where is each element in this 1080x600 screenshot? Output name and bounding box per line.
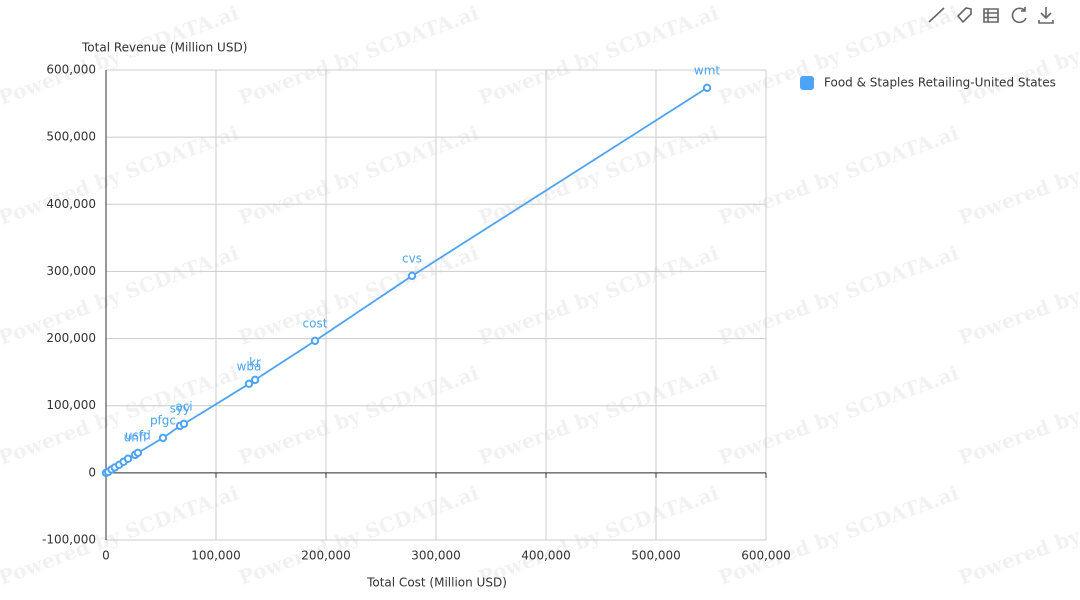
point-label: wmt: [694, 63, 721, 77]
watermark: Powered by SCDATA.ai: [475, 240, 722, 349]
point-label: pfgc: [150, 413, 176, 427]
y-tick-label: 600,000: [46, 63, 96, 77]
x-tick-label: 200,000: [301, 549, 351, 563]
watermark: Powered by SCDATA.ai: [0, 240, 242, 349]
watermark: Powered by SCDATA.ai: [715, 240, 962, 349]
legend-label: Food & Staples Retailing-United States: [824, 76, 1056, 90]
y-tick-label: 200,000: [46, 331, 96, 345]
watermark: Powered by SCDATA.ai: [235, 0, 482, 109]
watermark: Powered by SCDATA.ai: [955, 120, 1080, 229]
watermark: Powered by SCDATA.ai: [955, 240, 1080, 349]
point: [123, 454, 133, 463]
watermark: Powered by SCDATA.ai: [475, 480, 722, 589]
y-tick-label: 0: [88, 465, 96, 479]
tool-line[interactable]: [928, 7, 945, 23]
watermark: Powered by SCDATA.ai: [955, 0, 1080, 109]
legend-swatch: [800, 76, 814, 90]
point: [133, 448, 143, 458]
point-label: kr: [249, 355, 261, 369]
tool-refresh[interactable]: [1011, 7, 1027, 24]
y-tick-label: 400,000: [46, 197, 96, 211]
point-label: cost: [303, 316, 328, 330]
y-tick-label: 500,000: [46, 130, 96, 144]
x-axis-title: Total Cost (Million USD): [366, 576, 507, 590]
watermark: Powered by SCDATA.ai: [235, 480, 482, 589]
x-tick-label: 0: [102, 549, 110, 563]
tool-table[interactable]: [983, 8, 999, 23]
watermark: Powered by SCDATA.ai: [475, 360, 722, 469]
watermark: Powered by SCDATA.ai: [475, 0, 722, 109]
x-tick-label: 600,000: [741, 549, 791, 563]
x-tick-label: 500,000: [631, 549, 681, 563]
watermark: Powered by SCDATA.ai: [715, 360, 962, 469]
toolbar: [928, 7, 1054, 24]
y-tick-label: 300,000: [46, 264, 96, 278]
watermark: Powered by SCDATA.ai: [0, 480, 242, 589]
watermark: Powered by SCDATA.ai: [0, 0, 242, 109]
watermark: Powered by SCDATA.ai: [955, 360, 1080, 469]
y-axis-title: Total Revenue (Million USD): [81, 41, 247, 55]
y-tick-label: -100,000: [42, 533, 96, 547]
point-label: aci: [175, 399, 192, 413]
point: [179, 419, 189, 429]
point-label: cvs: [402, 251, 422, 265]
point: [702, 83, 712, 93]
tool-tag[interactable]: [956, 7, 972, 24]
y-tick-label: 100,000: [46, 398, 96, 412]
point-label: unfi: [124, 430, 147, 444]
watermark: Powered by SCDATA.ai: [955, 480, 1080, 589]
watermark: Powered by SCDATA.ai: [235, 360, 482, 469]
point: [250, 375, 260, 385]
point: [158, 433, 168, 443]
watermark: Powered by SCDATA.ai: [235, 240, 482, 349]
x-tick-label: 400,000: [521, 549, 571, 563]
watermark: Powered by SCDATA.ai: [715, 0, 962, 109]
point-label: wba: [237, 359, 262, 373]
point-label: usfd: [125, 428, 151, 442]
point-label: syy: [170, 401, 190, 415]
point: [407, 271, 417, 281]
watermark: Powered by SCDATA.ai: [0, 360, 242, 469]
point: [310, 336, 320, 346]
tool-download[interactable]: [1038, 7, 1054, 24]
point: [244, 379, 254, 389]
x-tick-label: 100,000: [191, 549, 241, 563]
x-tick-label: 300,000: [411, 549, 461, 563]
watermark: Powered by SCDATA.ai: [715, 480, 962, 589]
